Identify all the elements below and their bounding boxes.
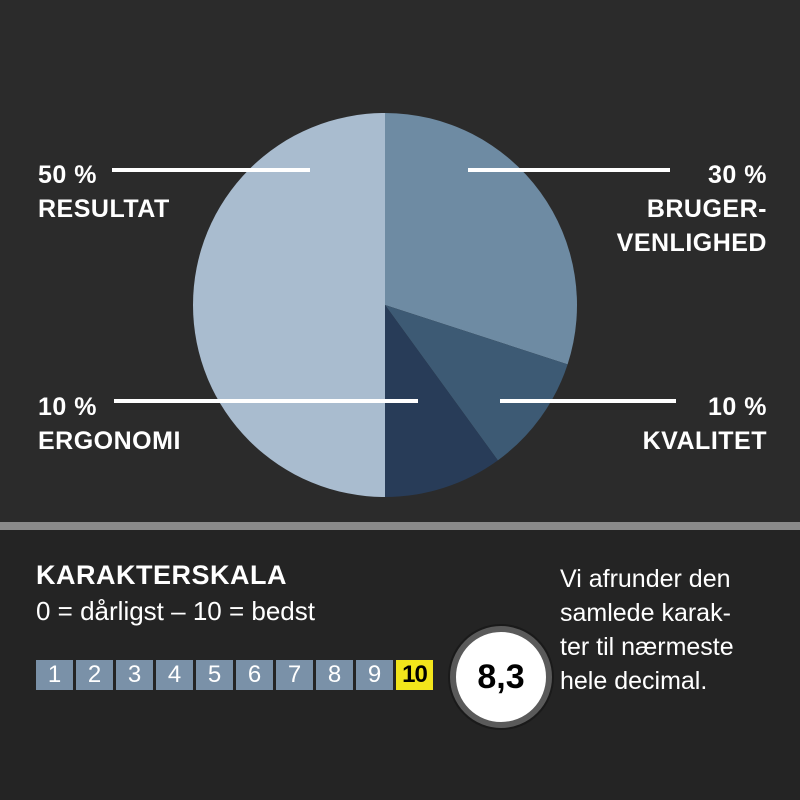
grade-box-3: 3	[116, 660, 153, 690]
grade-box-1: 1	[36, 660, 73, 690]
grade-box-7: 7	[276, 660, 313, 690]
scale-title: KARAKTERSKALA	[36, 560, 287, 590]
pie-slice-kvalitet	[385, 305, 568, 461]
callout-ergonomi: 10 % ERGONOMI	[38, 390, 181, 458]
pie-slice-brugervenlighed	[385, 113, 577, 365]
brugervenlighed-label: BRUGER- VENLIGHED	[616, 195, 767, 257]
grade-box-10: 10	[396, 660, 433, 690]
callout-kvalitet: 10 % KVALITET	[643, 390, 767, 458]
pie-chart-area: 50 % RESULTAT 30 % BRUGER- VENLIGHED 10 …	[38, 113, 767, 497]
grade-box-4: 4	[156, 660, 193, 690]
ergonomi-percent: 10 %	[38, 393, 97, 421]
callout-brugervenlighed: 30 % BRUGER- VENLIGHED	[617, 158, 767, 260]
scale-subtitle: 0 = dårligst – 10 = bedst	[36, 596, 315, 626]
resultat-label: RESULTAT	[38, 195, 170, 223]
ergonomi-label: ERGONOMI	[38, 427, 181, 455]
grade-scale: 1 2 3 4 5 6 7 8 9 10	[36, 660, 433, 690]
pie-chart	[112, 113, 676, 497]
grade-box-5: 5	[196, 660, 233, 690]
resultat-percent: 50 %	[38, 161, 97, 189]
rounding-note: Vi afrunder den samlede karak- ter til n…	[560, 565, 734, 695]
grade-box-6: 6	[236, 660, 273, 690]
grade-box-9: 9	[356, 660, 393, 690]
section-divider	[0, 522, 800, 530]
grade-box-2: 2	[76, 660, 113, 690]
grade-box-8: 8	[316, 660, 353, 690]
score-badge: 8,3	[450, 626, 552, 728]
kvalitet-percent: 10 %	[708, 393, 767, 421]
callout-resultat: 50 % RESULTAT	[38, 158, 170, 226]
brugervenlighed-percent: 30 %	[708, 161, 767, 189]
pie-slice-ergonomi	[385, 305, 498, 497]
kvalitet-label: KVALITET	[642, 427, 767, 455]
grading-section: KARAKTERSKALA 0 = dårligst – 10 = bedst …	[0, 530, 800, 800]
